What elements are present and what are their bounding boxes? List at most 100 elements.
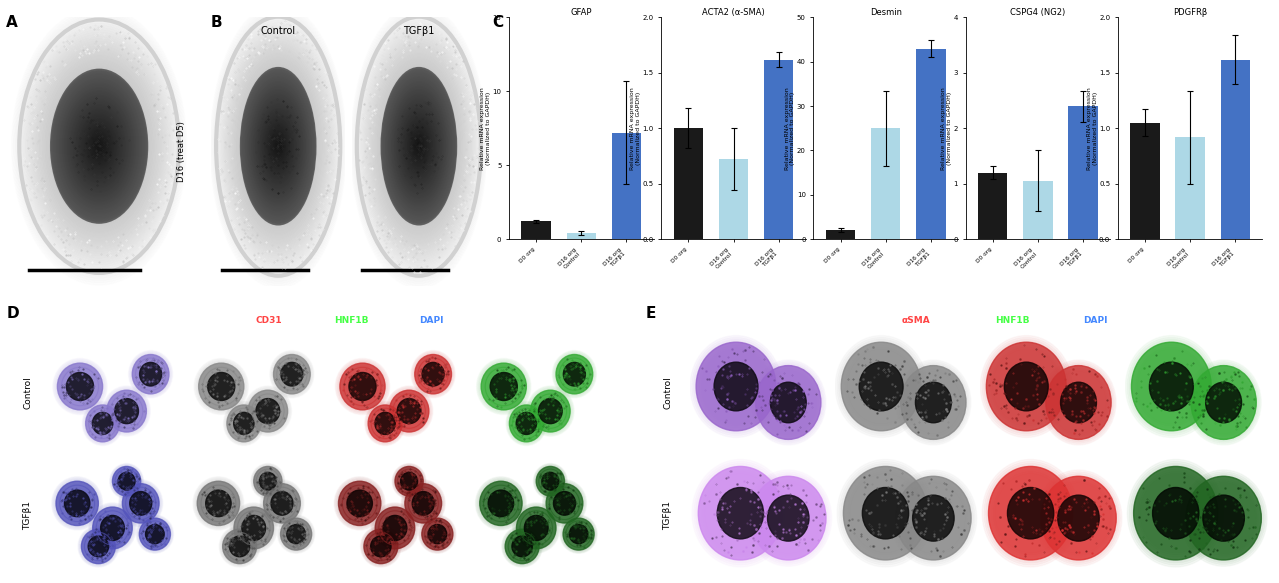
- Ellipse shape: [411, 129, 427, 163]
- Ellipse shape: [255, 98, 302, 195]
- Y-axis label: Relative mRNA expression
(Normalized to GAPDH): Relative mRNA expression (Normalized to …: [941, 87, 952, 170]
- Ellipse shape: [363, 30, 475, 263]
- Ellipse shape: [714, 362, 758, 411]
- Ellipse shape: [226, 405, 261, 442]
- Ellipse shape: [403, 114, 435, 178]
- Ellipse shape: [416, 139, 422, 153]
- Ellipse shape: [220, 25, 336, 268]
- Ellipse shape: [79, 114, 119, 178]
- Ellipse shape: [414, 354, 451, 394]
- Ellipse shape: [412, 132, 426, 160]
- Ellipse shape: [52, 72, 146, 220]
- Text: Control: Control: [23, 376, 32, 409]
- Ellipse shape: [913, 495, 954, 541]
- Ellipse shape: [247, 80, 310, 213]
- Ellipse shape: [372, 48, 466, 245]
- Ellipse shape: [274, 136, 283, 157]
- Ellipse shape: [54, 75, 145, 218]
- Ellipse shape: [49, 65, 150, 227]
- Ellipse shape: [349, 373, 376, 401]
- Ellipse shape: [36, 45, 162, 247]
- Ellipse shape: [78, 113, 120, 180]
- Ellipse shape: [391, 90, 446, 203]
- Ellipse shape: [368, 41, 469, 251]
- Ellipse shape: [413, 135, 425, 158]
- Ellipse shape: [524, 515, 549, 540]
- Ellipse shape: [490, 373, 517, 401]
- Ellipse shape: [267, 123, 289, 169]
- Ellipse shape: [382, 71, 455, 222]
- Ellipse shape: [400, 472, 417, 490]
- Ellipse shape: [842, 342, 921, 431]
- Ellipse shape: [376, 57, 462, 236]
- Ellipse shape: [56, 481, 98, 525]
- Text: DAPI: DAPI: [1083, 315, 1108, 325]
- Ellipse shape: [224, 31, 333, 261]
- Ellipse shape: [95, 139, 104, 153]
- Ellipse shape: [91, 133, 107, 160]
- Bar: [1220, 59, 1250, 239]
- Ellipse shape: [390, 87, 448, 206]
- Ellipse shape: [87, 127, 111, 166]
- Ellipse shape: [18, 16, 180, 276]
- Ellipse shape: [235, 57, 321, 236]
- Ellipse shape: [381, 68, 457, 224]
- Ellipse shape: [393, 91, 445, 201]
- Ellipse shape: [267, 125, 289, 168]
- Ellipse shape: [38, 50, 160, 243]
- Ellipse shape: [399, 105, 439, 188]
- Ellipse shape: [96, 142, 102, 150]
- Ellipse shape: [77, 111, 122, 181]
- Ellipse shape: [404, 115, 434, 177]
- Ellipse shape: [56, 79, 142, 214]
- Ellipse shape: [52, 72, 146, 220]
- Ellipse shape: [81, 117, 118, 175]
- Ellipse shape: [352, 6, 486, 286]
- Ellipse shape: [275, 139, 281, 153]
- Ellipse shape: [280, 518, 312, 550]
- Ellipse shape: [698, 466, 783, 560]
- Ellipse shape: [403, 114, 435, 179]
- Ellipse shape: [270, 128, 286, 164]
- Ellipse shape: [229, 536, 249, 557]
- Text: C: C: [492, 15, 504, 30]
- Ellipse shape: [1186, 476, 1261, 560]
- Ellipse shape: [65, 92, 133, 200]
- Ellipse shape: [257, 103, 299, 190]
- Ellipse shape: [411, 128, 427, 164]
- Ellipse shape: [67, 94, 132, 198]
- Ellipse shape: [389, 390, 428, 432]
- Ellipse shape: [78, 113, 120, 180]
- Ellipse shape: [398, 101, 440, 192]
- Ellipse shape: [386, 78, 451, 215]
- Ellipse shape: [82, 119, 116, 173]
- Ellipse shape: [270, 128, 286, 165]
- Ellipse shape: [271, 491, 293, 515]
- Ellipse shape: [37, 48, 161, 245]
- Ellipse shape: [69, 99, 129, 194]
- Ellipse shape: [258, 105, 298, 188]
- Ellipse shape: [67, 94, 132, 198]
- Bar: [978, 173, 1008, 239]
- Ellipse shape: [61, 86, 137, 206]
- Ellipse shape: [242, 515, 266, 540]
- Ellipse shape: [278, 143, 279, 149]
- Ellipse shape: [228, 41, 329, 251]
- Title: PDGFRβ: PDGFRβ: [1173, 8, 1207, 17]
- Ellipse shape: [242, 71, 315, 222]
- Ellipse shape: [389, 83, 449, 209]
- Ellipse shape: [113, 466, 141, 496]
- Ellipse shape: [51, 69, 147, 223]
- Ellipse shape: [389, 85, 449, 208]
- Ellipse shape: [380, 66, 458, 226]
- Ellipse shape: [51, 70, 147, 223]
- Ellipse shape: [895, 476, 971, 560]
- Ellipse shape: [266, 120, 290, 173]
- Ellipse shape: [132, 354, 169, 394]
- Ellipse shape: [79, 116, 119, 177]
- Ellipse shape: [234, 412, 255, 434]
- Ellipse shape: [69, 99, 129, 194]
- Ellipse shape: [79, 115, 119, 178]
- Ellipse shape: [274, 137, 283, 155]
- Text: CD31: CD31: [256, 315, 283, 325]
